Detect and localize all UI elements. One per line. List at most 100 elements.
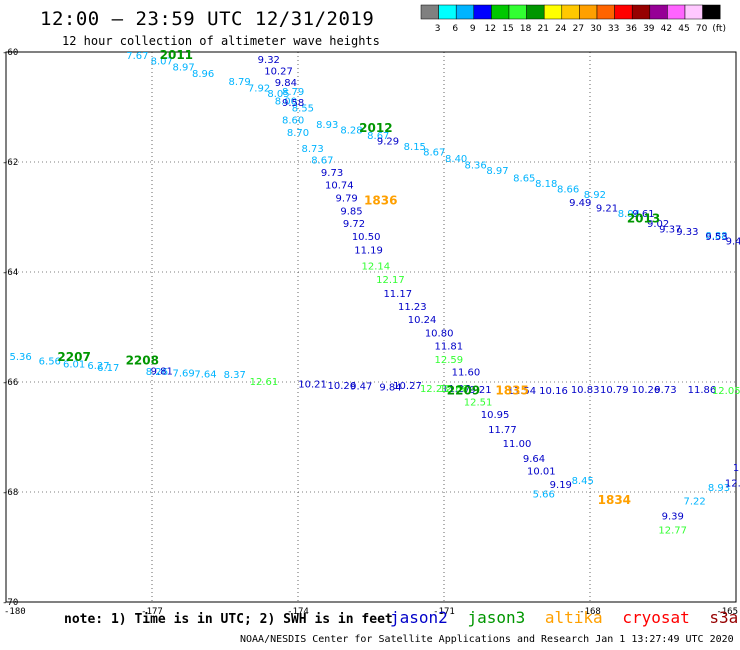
- wave-height-label: 8.93: [708, 483, 730, 494]
- wave-height-label: 6.01: [63, 360, 85, 371]
- colorbar-label: 42: [661, 24, 672, 34]
- y-tick-label: -60: [2, 48, 18, 58]
- wave-height-label: 7.64: [194, 370, 216, 381]
- colorbar-label: 9: [470, 24, 476, 34]
- wave-height-label: 11.17: [383, 289, 412, 300]
- wave-height-label: 9.33: [676, 227, 698, 238]
- wave-height-label: 10.27: [393, 381, 422, 392]
- legend-altika: altika: [544, 608, 603, 627]
- wave-height-label: 9.49: [569, 198, 591, 209]
- wave-height-label: 8.55: [292, 103, 314, 114]
- satellite-legend: jason2 jason3 altika cryosat s3a: [390, 608, 740, 627]
- wave-height-label: 8.65: [513, 173, 535, 184]
- wave-height-label: 9.21: [596, 204, 618, 215]
- wave-height-label: 5.66: [533, 490, 555, 501]
- wave-height-label: 9.53: [705, 232, 727, 243]
- wave-height-label: 8.79: [282, 87, 304, 98]
- wave-height-label: 10.26: [632, 385, 661, 396]
- wave-height-label: 9.58: [282, 98, 304, 109]
- wave-height-label: 9.81: [151, 366, 173, 377]
- colorbar-label: 36: [625, 24, 637, 34]
- wave-height-label: 8.73: [301, 144, 323, 155]
- wave-height-label: 5.36: [9, 352, 31, 363]
- color-scale-legend: 3 6 9 12 15 18 21 24 27 30 33 36 39 42 45 70 (ft): [420, 4, 726, 34]
- colorbar-label: 33: [608, 24, 619, 34]
- wave-height-label: 9.72: [343, 219, 365, 230]
- colorbar-label: 24: [555, 24, 567, 34]
- colorbar-label: 3: [435, 24, 441, 34]
- wave-height-label: 10.83: [571, 385, 600, 396]
- wave-height-label: 6.56: [39, 356, 61, 367]
- wave-height-label: 9.73: [654, 385, 676, 396]
- wave-height-label: 8.67: [311, 156, 333, 167]
- wave-height-label: 8.96: [192, 69, 214, 80]
- x-tick-label: -165: [716, 607, 738, 617]
- wave-height-label: 8.67: [423, 147, 445, 158]
- wave-height-label: 8.94: [618, 209, 640, 220]
- colorbar-label: 6: [452, 24, 458, 34]
- wave-height-label: 9.47: [350, 382, 372, 393]
- wave-height-label: 8.93: [316, 120, 338, 131]
- colorbar-label: 70: [696, 24, 708, 34]
- wave-height-label: 11.19: [354, 245, 383, 256]
- wave-height-label: 12.0: [725, 479, 740, 490]
- wave-height-label: 8.97: [486, 166, 508, 177]
- wave-height-label: 11.77: [488, 425, 517, 436]
- wave-height-label: 8.18: [535, 179, 557, 190]
- pass-time-label: 2208: [126, 353, 159, 367]
- wave-height-label: 12.05: [712, 386, 740, 397]
- wave-height-label: 10.21: [298, 380, 327, 391]
- units-note: note: 1) Time is in UTC; 2) SWH is in fe…: [64, 612, 393, 627]
- wave-height-label: 12.17: [376, 275, 405, 286]
- wave-height-label: 8.97: [173, 63, 195, 74]
- wave-height-label: 8.26: [146, 367, 168, 378]
- wave-height-label: 9.32: [258, 55, 280, 66]
- wave-height-label: 9.85: [340, 206, 362, 217]
- wave-height-label: 10.95: [481, 410, 510, 421]
- plot-frame: [5, 51, 737, 603]
- wave-height-label: 9.39: [662, 512, 684, 523]
- x-tick-label: -174: [287, 607, 309, 617]
- wave-height-label: 9.21: [469, 385, 491, 396]
- colorbar-label: 45: [678, 24, 689, 34]
- wave-height-label: 10.16: [539, 386, 568, 397]
- wave-height-label: 8.45: [572, 476, 594, 487]
- wave-height-label: 1: [733, 463, 739, 474]
- wave-height-label: 7.22: [684, 497, 706, 508]
- wave-height-label: 11.86: [688, 385, 717, 396]
- wave-height-label: 10.27: [264, 67, 293, 78]
- wave-height-label: 10.26: [327, 381, 356, 392]
- wave-height-label: 9.84: [275, 78, 297, 89]
- legend-s3a: s3a: [709, 608, 739, 627]
- pass-time-label: 2209: [447, 384, 480, 398]
- colorbar-label: 12: [485, 24, 496, 34]
- wave-height-label: 11.23: [398, 302, 427, 313]
- wave-height-label: 11.54: [508, 386, 537, 397]
- wave-height-label: 9.19: [550, 480, 572, 491]
- pass-time-label: 2207: [57, 350, 90, 364]
- legend-jason3: jason3: [467, 608, 526, 627]
- pass-time-label: 1836: [364, 193, 397, 207]
- wave-height-label: 9.73: [321, 168, 343, 179]
- wave-height-label: 12.61: [250, 377, 279, 388]
- wave-height-label: 7.69: [173, 369, 195, 380]
- x-tick-label: -168: [579, 607, 601, 617]
- colorbar-label: 18: [520, 24, 532, 34]
- y-tick-label: -70: [2, 598, 18, 608]
- footer-credit: NOAA/NESDIS Center for Satellite Applica…: [240, 634, 734, 645]
- y-tick-label: -66: [2, 378, 18, 388]
- wave-height-label: 10.80: [425, 328, 454, 339]
- wave-height-label: 9.4: [726, 237, 740, 248]
- wave-height-label: 11.60: [452, 367, 481, 378]
- wave-height-label: 9.61: [632, 209, 654, 220]
- wave-height-label: 8.05: [267, 89, 289, 100]
- wave-height-label: 12.23: [420, 384, 449, 395]
- wave-height-label: 9.84: [379, 382, 401, 393]
- chart-subtitle: 12 hour collection of altimeter wave hei…: [62, 34, 380, 48]
- wave-height-label: 12.77: [658, 525, 687, 536]
- wave-height-label: 10.79: [600, 385, 629, 396]
- wave-height-label: 9.37: [659, 224, 681, 235]
- colorbar-label: 21: [537, 24, 548, 34]
- x-tick-label: -171: [433, 607, 455, 617]
